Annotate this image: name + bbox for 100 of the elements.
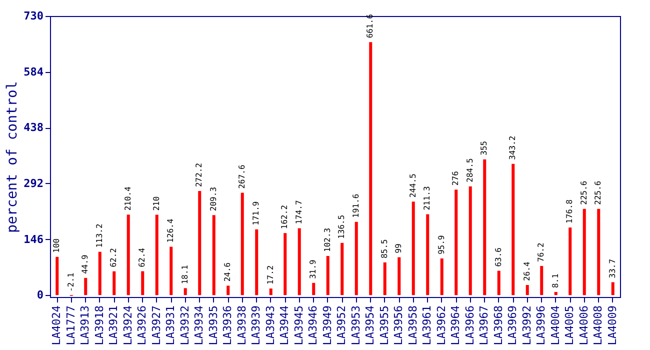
x-tick-label: LA3936: [221, 306, 234, 346]
x-tick-label: LA3952: [335, 306, 348, 346]
x-tick-label: LA3962: [434, 306, 448, 346]
x-tick-label: LA3944: [278, 305, 292, 346]
x-tick-label: LA4009: [606, 306, 619, 346]
x-tick-label: LA3967: [478, 306, 491, 346]
data-label: 113.2: [94, 224, 104, 248]
data-label: 63.6: [494, 247, 503, 267]
x-tick-label: LA3968: [492, 306, 505, 346]
data-label: 33.7: [608, 258, 617, 278]
data-label: 95.9: [436, 234, 446, 254]
x-tick-label: LA3921: [107, 306, 120, 346]
y-tick-label: 146: [24, 232, 44, 246]
data-label: 44.9: [80, 254, 90, 274]
data-label: 211.3: [422, 186, 432, 210]
y-axis-title: percent of control: [4, 81, 21, 233]
x-tick-label: LA4006: [577, 306, 590, 346]
data-label: 26.4: [522, 262, 532, 281]
x-tick-label: LA3926: [136, 306, 149, 346]
data-label: 85.5: [380, 238, 389, 258]
data-label: 272.2: [194, 162, 204, 188]
bar: [526, 284, 529, 296]
data-label: 225.6: [594, 180, 603, 205]
data-label: 171.9: [252, 201, 261, 226]
data-label: 267.6: [237, 164, 246, 189]
data-label: 102.3: [322, 228, 332, 252]
x-tick-label: LA3939: [250, 306, 263, 346]
x-tick-label: LA3934: [192, 305, 206, 346]
y-tick-label: 292: [24, 176, 44, 190]
bar: [440, 258, 444, 296]
x-tick-label: LA3969: [506, 306, 520, 346]
data-label: 100: [52, 238, 62, 253]
data-label: 343.2: [508, 136, 518, 160]
data-label: 276: [451, 170, 460, 186]
data-label: 62.2: [109, 248, 118, 268]
bar: [454, 190, 458, 296]
bar: [383, 262, 386, 296]
bar: [56, 256, 59, 296]
bar: [312, 282, 316, 296]
bar: [512, 164, 515, 296]
x-tick-label: LA3953: [349, 306, 362, 346]
x-tick-label: LA1777: [64, 306, 78, 346]
bar: [468, 186, 472, 296]
x-tick-label: LA4005: [563, 306, 576, 346]
x-tick-label: LA3913: [78, 306, 92, 346]
x-tick-label: LA3958: [406, 306, 420, 346]
bar: [426, 214, 430, 296]
x-tick-label: LA4004: [548, 305, 562, 346]
data-label: 99: [394, 243, 404, 254]
bar: [141, 271, 144, 296]
bar: [112, 271, 116, 296]
bar: [597, 208, 600, 296]
x-tick-label: LA3956: [392, 306, 406, 346]
x-tick-label: LA3964: [449, 305, 462, 346]
x-tick-label: LA3961: [420, 306, 434, 346]
data-label: -2.1: [66, 272, 76, 292]
bar: [240, 192, 244, 296]
data-label: 126.4: [166, 218, 176, 243]
bar: [340, 242, 344, 296]
x-tick-label: LA3931: [164, 306, 178, 346]
bar: [84, 278, 88, 296]
bar: [611, 282, 614, 296]
bar: [284, 233, 287, 296]
data-label: 136.5: [337, 214, 346, 239]
bar: [155, 214, 158, 296]
data-label: 284.5: [465, 158, 474, 182]
bar: [354, 222, 358, 296]
x-tick-label: LA3992: [520, 306, 534, 346]
bar: [170, 246, 173, 296]
x-tick-label: LA3927: [150, 306, 163, 346]
x-tick-label: LA3946: [306, 306, 320, 346]
bar: [255, 229, 258, 296]
bar: [554, 292, 558, 296]
y-tick-label: 584: [24, 65, 44, 78]
x-tick-label: LA3996: [534, 306, 548, 346]
x-tick-label: LA3966: [463, 306, 476, 346]
data-label: 31.9: [308, 259, 318, 279]
data-label: 24.6: [223, 262, 232, 282]
x-tick-label: LA3954: [364, 305, 377, 346]
bar: [98, 252, 102, 296]
bar: [184, 288, 187, 296]
bar: [269, 288, 272, 296]
data-label: 210.4: [123, 186, 132, 211]
x-tick-label: LA3938: [235, 306, 248, 346]
data-label: 18.1: [180, 264, 190, 284]
data-label: 244.5: [408, 173, 418, 198]
bar: [568, 227, 572, 296]
x-tick-label: LA4024: [50, 305, 64, 346]
x-tick-label: LA3918: [92, 306, 106, 346]
x-tick-label: LA3943: [264, 306, 277, 346]
x-tick-label: LA3935: [206, 306, 220, 346]
data-label: 174.7: [294, 200, 304, 224]
bar: [582, 208, 586, 296]
data-label: 209.3: [208, 186, 218, 212]
y-tick-label: 0: [36, 288, 44, 302]
bar: [483, 159, 486, 296]
x-tick-label: LA3949: [320, 306, 334, 346]
bar: [212, 215, 216, 296]
x-tick-label: LA3932: [178, 306, 192, 346]
data-label: 8.1: [550, 273, 560, 288]
